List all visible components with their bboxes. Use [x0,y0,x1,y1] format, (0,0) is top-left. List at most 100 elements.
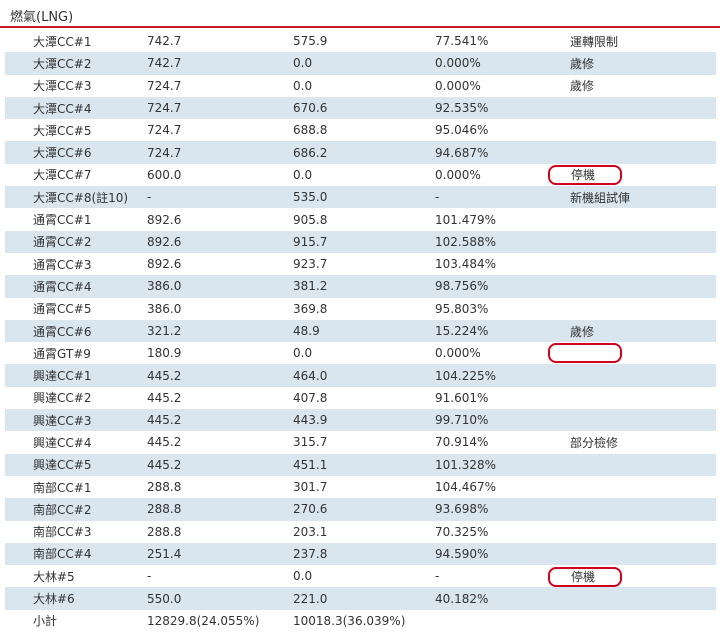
unit-name: 興達CC#5 [33,458,92,473]
note-cell: 運轉限制 [570,30,716,52]
table-row: 通霄CC#2 892.6 915.7 102.588% [5,230,716,253]
ratio-cell: - [435,190,440,205]
note-cell: 歲修 [570,75,716,97]
unit-name: 大林#5 [33,569,75,584]
output-cell: 48.9 [293,324,320,338]
table-row: 通霄CC#3 892.6 923.7 103.484% [5,253,716,275]
capacity-cell: 742.7 [147,56,182,71]
capacity-cell: 180.9 [147,346,182,361]
note-cell: 歲修 [570,52,716,74]
section-divider [0,26,720,28]
capacity-cell: 288.8 [147,480,182,495]
output-cell: 203.1 [293,524,328,539]
unit-name: 大潭CC#6 [33,146,92,161]
note-cell [570,387,716,409]
ratio-cell: 15.224% [435,324,489,338]
note-cell [570,231,716,253]
note-text: 停機 [571,168,596,183]
capacity-cell: 445.2 [147,435,182,450]
unit-name: 通霄CC#3 [33,257,92,272]
ratio-cell: 93.698% [435,502,489,517]
table-row: 興達CC#4 445.2 315.7 70.914% 部分檢修 [5,431,716,453]
note-cell [570,476,716,498]
capacity-cell: 251.4 [147,546,182,561]
output-cell: 670.6 [293,101,328,116]
output-cell: 451.1 [293,457,328,472]
ratio-cell: 0.000% [435,167,481,182]
note-cell: 新機組試俥 [570,186,716,208]
unit-name: 南部CC#1 [33,480,92,495]
ratio-cell: 40.182% [435,591,489,606]
subtotal-row: 小計 12829.8(24.055%) 10018.3(36.039%) [5,610,716,632]
subtotal-capacity: 12829.8(24.055%) [147,613,260,628]
note-cell [570,275,716,297]
table-row: 大潭CC#2 742.7 0.0 0.000% 歲修 [5,52,716,75]
ratio-cell: 95.046% [435,123,489,138]
output-cell: 443.9 [293,413,328,428]
capacity-cell: 892.6 [147,234,182,249]
table-row: 大林#5 - 0.0 - 停機 [5,565,716,587]
table-row: 大林#6 550.0 221.0 40.182% [5,587,716,610]
unit-name: 大潭CC#8(註10) [33,190,129,205]
output-cell: 315.7 [293,435,328,450]
table-row: 大潭CC#8(註10) - 535.0 - 新機組試俥 [5,186,716,209]
ratio-cell: 91.601% [435,390,489,405]
output-cell: 905.8 [293,212,328,227]
output-cell: 237.8 [293,546,328,561]
unit-name: 大潭CC#7 [33,168,92,183]
output-cell: 381.2 [293,279,328,294]
ratio-cell: 0.000% [435,346,481,361]
note-cell [570,141,716,163]
capacity-cell: 386.0 [147,279,182,294]
note-cell [570,119,716,141]
note-cell: 停機 [548,565,716,587]
unit-name: 南部CC#2 [33,502,92,517]
output-cell: 686.2 [293,145,328,160]
output-cell: 301.7 [293,480,328,495]
note-cell [570,543,716,565]
unit-name: 通霄CC#1 [33,213,92,228]
capacity-cell: 724.7 [147,78,182,93]
capacity-cell: 288.8 [147,502,182,517]
unit-name: 通霄GT#9 [33,346,91,361]
unit-name: 興達CC#3 [33,413,92,428]
table-row: 南部CC#2 288.8 270.6 93.698% [5,498,716,521]
ratio-cell: 103.484% [435,257,497,272]
note-cell [570,97,716,119]
table-row: 南部CC#4 251.4 237.8 94.590% [5,542,716,566]
unit-name: 通霄CC#2 [33,235,92,250]
table-row: 通霄CC#6 321.2 48.9 15.224% 歲修 [5,319,716,343]
unit-name: 通霄CC#5 [33,302,92,317]
note-text: 部分檢修 [570,435,619,450]
ratio-cell: 94.687% [435,145,489,160]
capacity-cell: 288.8 [147,524,182,539]
capacity-cell: 892.6 [147,257,182,272]
table-row: 大潭CC#6 724.7 686.2 94.687% [5,141,716,164]
output-cell: 0.0 [293,167,313,182]
capacity-cell: 445.2 [147,390,182,405]
capacity-cell: 445.2 [147,413,182,428]
table-row: 通霄CC#5 386.0 369.8 95.803% [5,298,716,320]
output-cell: 923.7 [293,257,328,272]
note-cell: 部分檢修 [570,431,716,453]
capacity-cell: 445.2 [147,457,182,472]
note-cell [570,498,716,520]
generation-table: 大潭CC#1 742.7 575.9 77.541% 運轉限制 大潭CC#2 742.7 0.… [5,30,716,632]
unit-name: 大潭CC#1 [33,34,92,49]
capacity-cell: 742.7 [147,34,182,49]
capacity-cell: 600.0 [147,167,182,182]
subtotal-label: 小計 [33,614,58,629]
note-text: 新機組試俥 [570,190,631,205]
note-cell [570,454,716,476]
subtotal-output: 10018.3(36.039%) [293,613,406,628]
table-row: 大潭CC#5 724.7 688.8 95.046% [5,119,716,141]
capacity-cell: 445.2 [147,368,182,383]
table-row: 通霄CC#1 892.6 905.8 101.479% [5,208,716,230]
ratio-cell: 77.541% [435,34,489,49]
section-title: 燃氣(LNG) [10,10,74,25]
table-row: 興達CC#5 445.2 451.1 101.328% [5,453,716,476]
unit-name: 大潭CC#4 [33,101,92,116]
table-row: 通霄CC#4 386.0 381.2 98.756% [5,275,716,298]
table-row: 大潭CC#7 600.0 0.0 0.000% 停機 [5,164,716,186]
ratio-cell: 0.000% [435,78,481,93]
